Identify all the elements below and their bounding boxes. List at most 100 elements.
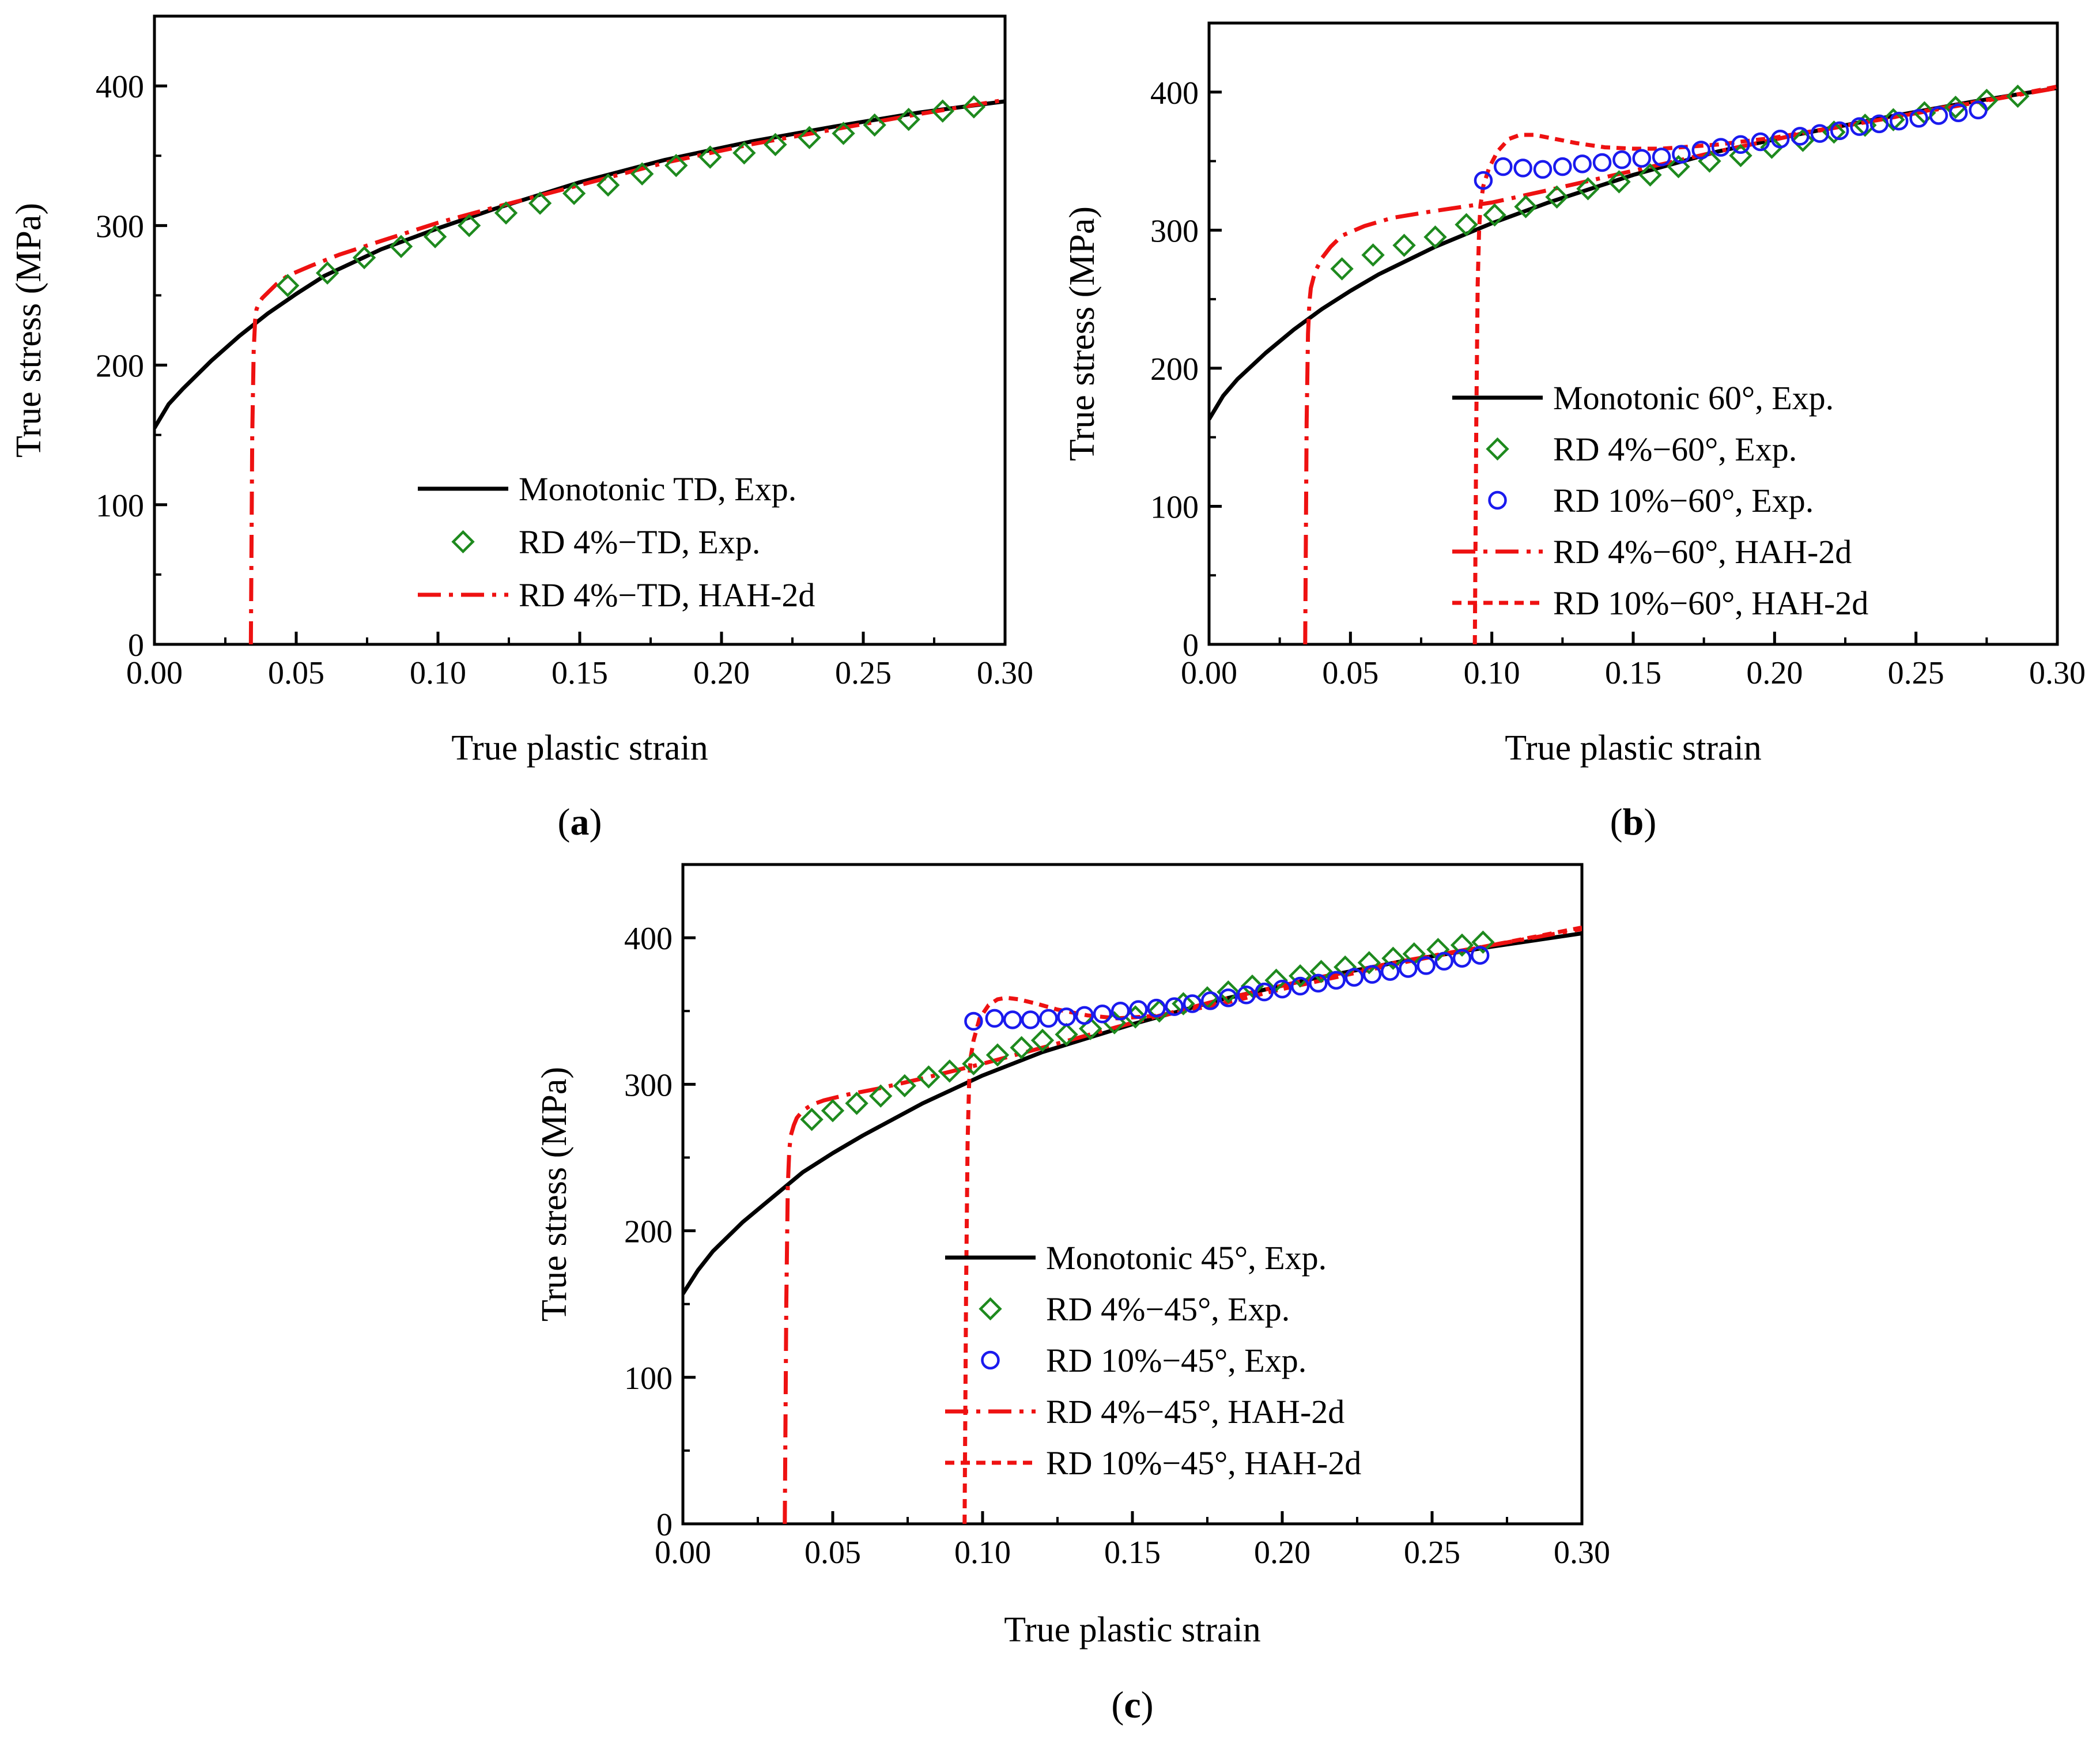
y-tick-label: 400: [1150, 76, 1199, 111]
data-point-rd4_exp: [897, 108, 920, 131]
data-point-rd4_exp: [931, 99, 954, 123]
data-point-rd10_exp: [1691, 141, 1711, 160]
data-point-rd4_exp: [315, 261, 339, 285]
data-point-rd4_exp: [893, 1074, 916, 1098]
x-tick-label: 0.25: [1888, 655, 1944, 691]
data-point-rd4_exp: [1514, 195, 1538, 218]
data-point-rd4_exp: [764, 133, 787, 157]
x-tick-label: 0.15: [552, 655, 608, 691]
data-point-rd10_exp: [1949, 103, 1968, 122]
x-tick-label: 0.25: [835, 655, 892, 691]
panel-label: (b): [1610, 801, 1657, 843]
legend-label-rd4_exp: RD 4%−TD, Exp.: [519, 523, 760, 561]
x-tick-label: 0.05: [805, 1535, 861, 1571]
data-point-rd10_exp: [1362, 965, 1382, 984]
legend-label-rd4_exp: RD 4%−45°, Exp.: [1046, 1290, 1290, 1328]
data-point-rd4_exp: [1172, 992, 1195, 1016]
legend-label-rd4_hah: RD 4%−TD, HAH-2d: [519, 576, 815, 614]
data-point-rd10_exp: [1513, 158, 1532, 178]
data-point-rd10_exp: [985, 1009, 1004, 1028]
data-point-rd4_exp: [1381, 946, 1405, 970]
y-tick-label: 300: [1150, 213, 1199, 249]
y-axis-title: True stress (MPa): [9, 203, 48, 458]
series-line-rd4_hah: [248, 97, 1005, 645]
data-point-rd10_exp: [1417, 956, 1436, 975]
y-axis-title: True stress (MPa): [1063, 206, 1102, 461]
data-point-rd4_exp: [863, 113, 886, 137]
data-point-rd4_exp: [821, 1099, 845, 1123]
data-point-rd4_exp: [1079, 1017, 1102, 1040]
data-point-rd10_exp: [1533, 160, 1553, 179]
data-point-rd4_exp: [917, 1065, 941, 1089]
data-point-rd10_exp: [1344, 968, 1364, 987]
data-point-rd4_exp: [664, 153, 688, 178]
data-point-rd4_exp: [1944, 95, 1967, 119]
legend-sample-rd4_exp: [1486, 437, 1509, 461]
data-point-rd10_exp: [1711, 138, 1731, 157]
legend-label-rd10_hah: RD 10%−45°, HAH-2d: [1046, 1444, 1361, 1482]
legend-sample-rd10_exp: [1488, 490, 1507, 510]
data-point-rd10_exp: [1075, 1006, 1094, 1025]
data-point-rd10_exp: [1255, 982, 1274, 1002]
x-tick-label: 0.15: [1605, 655, 1661, 691]
panel-label: (c): [1111, 1684, 1153, 1726]
legend-label-rd4_exp: RD 4%−60°, Exp.: [1553, 431, 1797, 468]
data-point-rd4_exp: [1667, 154, 1690, 179]
data-point-rd4_exp: [1576, 177, 1600, 201]
data-point-rd10_exp: [1751, 132, 1770, 152]
data-point-rd4_exp: [1882, 108, 1905, 131]
data-point-rd4_exp: [1055, 1022, 1078, 1047]
x-tick-label: 0.05: [268, 655, 324, 691]
y-tick-label: 0: [656, 1507, 673, 1543]
legend-label-rd10_exp: RD 10%−45°, Exp.: [1046, 1342, 1306, 1379]
data-point-rd10_exp: [1380, 962, 1400, 981]
plot-area: [683, 925, 1582, 1524]
y-tick-label: 0: [128, 628, 144, 663]
data-point-rd4_exp: [1455, 213, 1478, 236]
chart-panel-a: 0.00 0.05 0.10 0.15 0.20 0.25 0.30 0 100 200 300 40…: [9, 14, 1033, 843]
data-point-rd10_exp: [1129, 1000, 1148, 1019]
data-point-rd4_exp: [276, 274, 300, 297]
legend-label-rd10_hah: RD 10%−60°, HAH-2d: [1553, 584, 1868, 622]
data-point-rd10_exp: [1791, 127, 1810, 146]
data-point-rd4_exp: [2006, 84, 2030, 108]
y-tick-label: 100: [624, 1361, 673, 1396]
data-point-rd10_exp: [1434, 952, 1454, 971]
data-point-rd10_exp: [1632, 149, 1651, 168]
data-point-rd4_exp: [352, 246, 376, 270]
legend-sample-rd4_exp: [979, 1297, 1002, 1321]
x-tick-label: 0.10: [1464, 655, 1520, 691]
data-point-rd4_exp: [869, 1084, 893, 1108]
data-point-rd10_exp: [1470, 946, 1490, 965]
data-point-rd4_exp: [1423, 225, 1447, 249]
legend: Monotonic TD, Exp. RD 4%−TD, Exp. RD 4%−TD…: [418, 470, 815, 614]
data-point-rd4_exp: [1545, 185, 1569, 209]
data-point-rd4_exp: [732, 141, 756, 165]
chart-panel-b: 0.00 0.05 0.10 0.15 0.20 0.25 0.30 0 100 200 300 40…: [1063, 21, 2086, 843]
data-point-rd4_exp: [1729, 144, 1752, 168]
data-point-rd4_exp: [938, 1059, 961, 1083]
data-point-rd10_exp: [1969, 100, 1988, 120]
data-point-rd4_exp: [630, 162, 654, 186]
data-point-rd10_exp: [1573, 154, 1592, 173]
x-tick-label: 0.30: [1554, 1535, 1610, 1571]
data-point-rd10_exp: [1850, 117, 1869, 136]
data-point-rd4_exp: [423, 225, 447, 248]
data-point-rd10_exp: [1452, 949, 1472, 968]
data-point-rd4_exp: [1638, 163, 1662, 187]
data-point-rd10_exp: [1909, 109, 1928, 128]
data-point-rd10_exp: [1652, 148, 1671, 167]
data-point-rd10_exp: [1612, 150, 1631, 169]
legend-label-rd10_exp: RD 10%−60°, Exp.: [1553, 482, 1814, 519]
x-tick-label: 0.25: [1404, 1535, 1460, 1571]
y-axis-title: True stress (MPa): [535, 1067, 574, 1322]
data-point-rd4_exp: [698, 145, 722, 169]
data-point-rd10_exp: [1830, 121, 1849, 141]
data-point-rd10_exp: [1672, 145, 1691, 164]
series-line-rd10_hah: [1472, 84, 2057, 645]
y-tick-label: 200: [624, 1214, 673, 1250]
data-point-rd10_exp: [1039, 1009, 1058, 1028]
data-point-rd10_exp: [1327, 971, 1346, 990]
data-point-rd4_exp: [1264, 968, 1288, 992]
y-tick-label: 400: [96, 69, 144, 105]
